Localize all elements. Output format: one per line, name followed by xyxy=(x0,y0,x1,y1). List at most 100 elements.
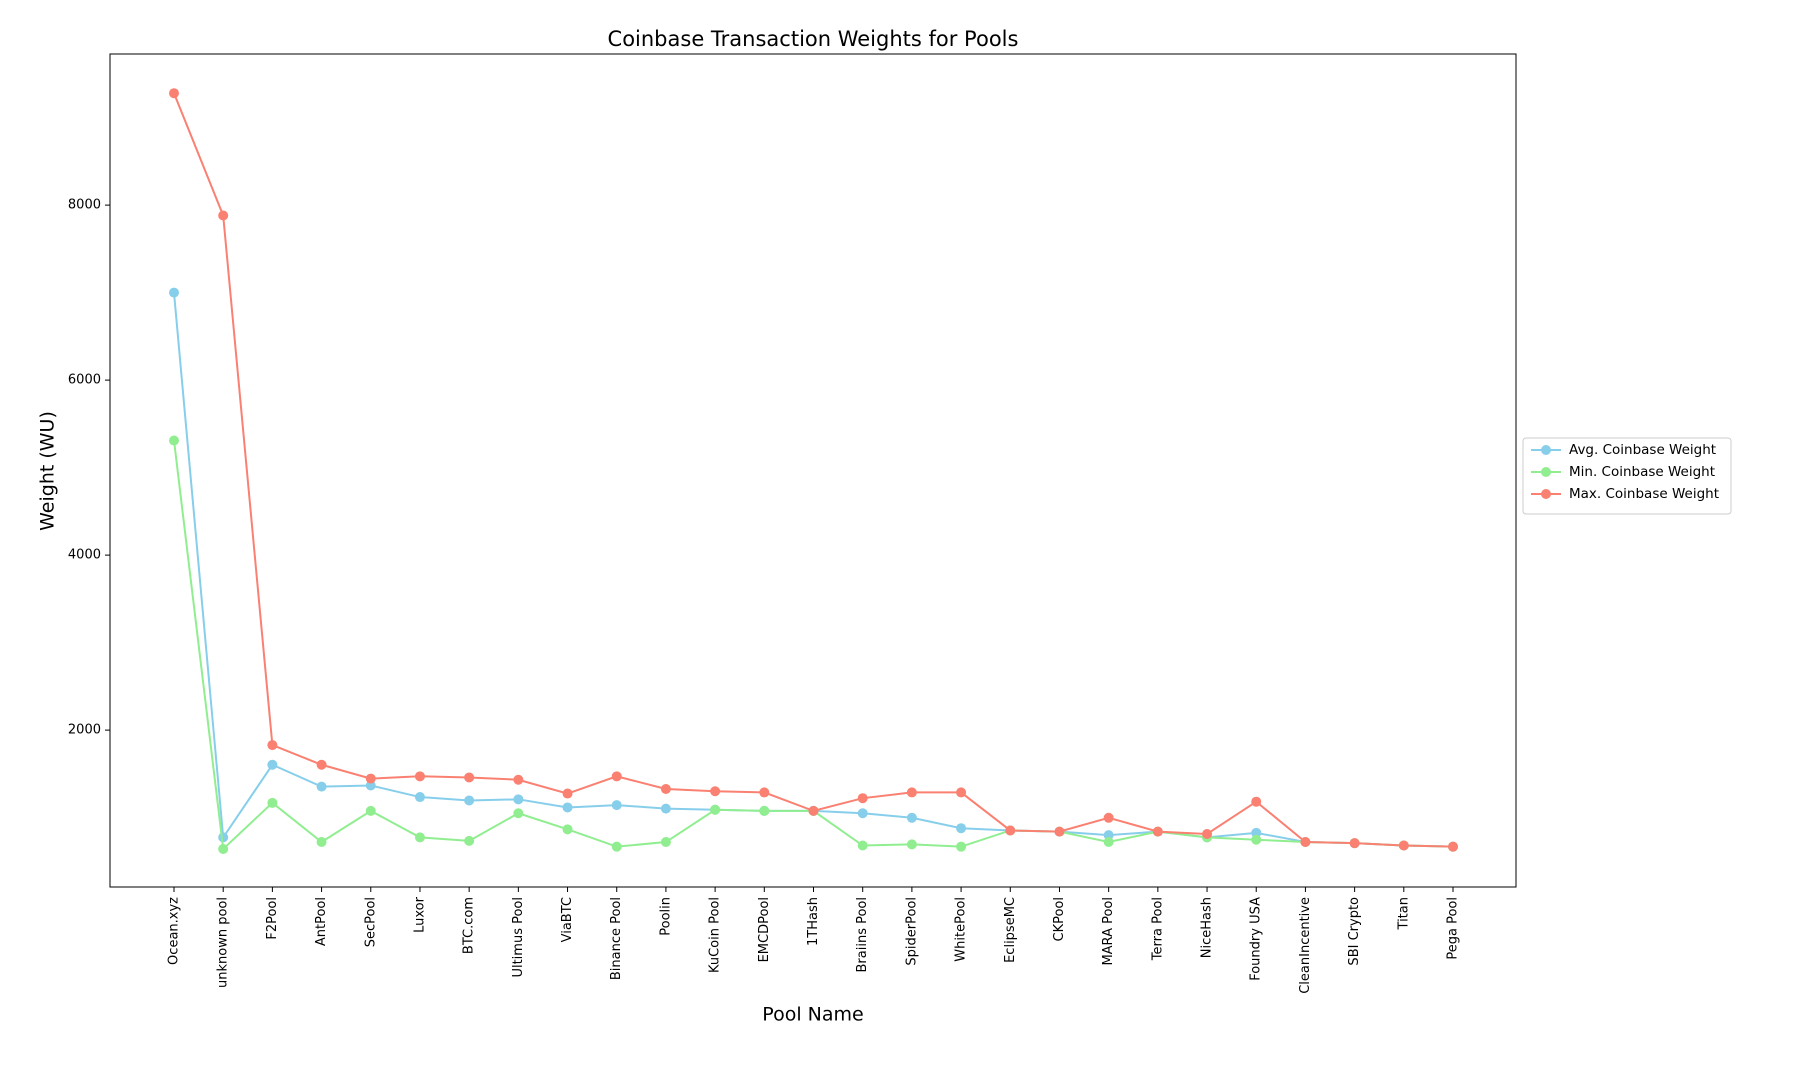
x-tick-label: Foundry USA xyxy=(1249,897,1264,981)
data-point xyxy=(513,808,524,819)
x-tick-label: F2Pool xyxy=(265,897,280,940)
x-tick-label: Ocean.xyz xyxy=(167,897,182,965)
data-point xyxy=(808,805,819,816)
data-point xyxy=(1251,834,1262,845)
data-point xyxy=(169,88,179,99)
data-point xyxy=(1251,827,1262,838)
x-tick-label: Terra Pool xyxy=(1150,897,1165,961)
data-point xyxy=(1202,828,1213,839)
data-point xyxy=(562,824,573,835)
x-tick-label: SecPool xyxy=(363,897,378,947)
x-tick-label: SpiderPool xyxy=(904,897,919,966)
data-point xyxy=(513,794,524,805)
data-point xyxy=(759,787,770,798)
data-point xyxy=(710,804,721,815)
data-point xyxy=(562,802,573,813)
data-point xyxy=(611,841,622,852)
data-point xyxy=(1152,826,1163,837)
data-point xyxy=(316,781,327,792)
x-axis-label: Pool Name xyxy=(762,1004,863,1026)
data-point xyxy=(218,843,229,854)
x-tick-label: unknown pool xyxy=(216,897,231,988)
data-point xyxy=(414,832,425,843)
data-point xyxy=(906,787,917,798)
data-point xyxy=(660,803,671,814)
data-point xyxy=(710,786,721,797)
data-point xyxy=(906,839,917,850)
series-line xyxy=(173,292,1454,848)
x-tick-label: ViaBTC xyxy=(560,897,575,942)
x-tick-label: AntPool xyxy=(314,897,329,946)
data-point xyxy=(1005,825,1016,836)
y-axis-label: Weight (WU) xyxy=(37,411,59,531)
data-point xyxy=(857,793,868,804)
data-point xyxy=(464,795,475,806)
data-point xyxy=(414,792,425,803)
y-tick-label: 8000 xyxy=(68,198,101,213)
x-tick-label: CKPool xyxy=(1052,897,1067,942)
series-line xyxy=(173,440,1454,852)
data-point xyxy=(660,837,671,848)
data-point xyxy=(464,835,475,846)
data-point xyxy=(956,841,967,852)
data-point xyxy=(267,740,278,751)
x-tick-label: CleanIncentive xyxy=(1298,897,1313,994)
chart-title: Coinbase Transaction Weights for Pools xyxy=(608,27,1019,51)
legend-marker xyxy=(1541,467,1551,477)
legend-label: Avg. Coinbase Weight xyxy=(1569,442,1716,458)
data-point xyxy=(611,771,622,782)
series-line xyxy=(173,92,1454,848)
data-point xyxy=(1103,830,1114,841)
x-tick-label: KuCoin Pool xyxy=(708,897,723,973)
data-point xyxy=(464,772,475,783)
data-point xyxy=(857,808,868,819)
data-point xyxy=(1300,837,1311,848)
x-tick-label: MARA Pool xyxy=(1101,897,1116,966)
plot-frame xyxy=(109,53,1517,888)
x-tick-label: Binance Pool xyxy=(609,897,624,980)
x-tick-label: SBI Crypto xyxy=(1347,897,1362,966)
x-tick-label: Braiins Pool xyxy=(855,897,870,973)
x-tick-label: Pega Pool xyxy=(1446,897,1461,960)
x-tick-label: Luxor xyxy=(412,896,427,933)
legend-marker xyxy=(1541,489,1551,499)
data-point xyxy=(956,823,967,834)
data-point xyxy=(513,774,524,785)
x-tick-label: 1THash xyxy=(806,897,821,946)
x-tick-label: Titan xyxy=(1396,897,1411,930)
data-point xyxy=(1103,812,1114,823)
data-point xyxy=(857,840,868,851)
data-point xyxy=(956,787,967,798)
data-point xyxy=(267,797,278,808)
legend-label: Max. Coinbase Weight xyxy=(1569,486,1719,502)
data-point xyxy=(1349,838,1360,849)
data-point xyxy=(1103,837,1114,848)
data-point xyxy=(1448,841,1458,852)
data-point xyxy=(316,759,327,770)
data-point xyxy=(1398,840,1409,851)
data-point xyxy=(1054,826,1065,837)
data-point xyxy=(169,435,179,446)
data-point xyxy=(365,780,376,791)
x-tick-label: WhitePool xyxy=(954,897,969,962)
data-point xyxy=(906,812,917,823)
x-tick-label: NiceHash xyxy=(1200,897,1215,958)
data-point xyxy=(1251,796,1262,807)
data-point xyxy=(562,788,573,799)
data-point xyxy=(267,759,278,770)
y-tick-label: 6000 xyxy=(68,373,101,388)
data-point xyxy=(414,771,425,782)
y-tick-label: 4000 xyxy=(68,548,101,563)
data-point xyxy=(218,210,229,221)
x-tick-label: EMCDPool xyxy=(757,897,772,962)
x-tick-label: EclipseMC xyxy=(1003,897,1018,963)
x-tick-label: BTC.com xyxy=(462,897,477,954)
data-point xyxy=(169,287,179,298)
data-point xyxy=(365,805,376,816)
data-point xyxy=(365,773,376,784)
x-tick-label: Ultimus Pool xyxy=(511,897,526,978)
data-point xyxy=(759,805,770,816)
x-tick-label: Poolin xyxy=(658,897,673,936)
